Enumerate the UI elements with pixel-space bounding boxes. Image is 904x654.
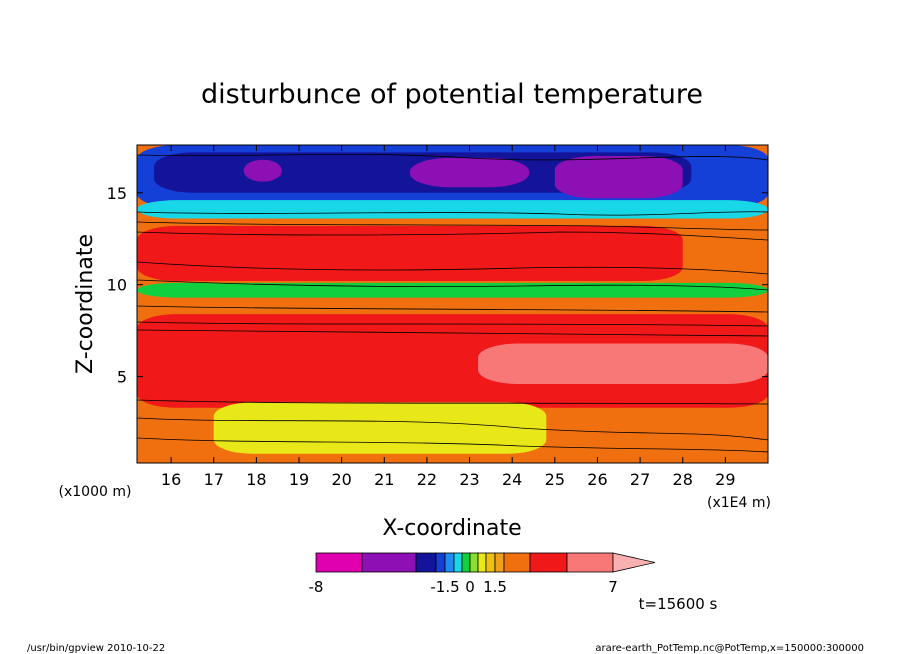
colorbar: -8 -1.5 0 1.5 7 [309,552,656,596]
x-tick-label: 26 [587,470,607,489]
colorbar-segment [415,552,437,573]
x-tick-label: 16 [161,470,181,489]
region-pink-core [478,343,768,384]
y-tick-label: 15 [107,184,127,203]
region-violet-pool-2 [409,157,530,188]
y-tick-label: 5 [117,368,127,387]
colorbar-label: 1.5 [483,578,507,596]
x-tick-label: 29 [715,470,735,489]
x-tick-label: 19 [289,470,309,489]
region-violet-pool-1 [243,159,282,182]
x-tick-label: 17 [204,470,224,489]
x-unit-left: (x1000 m) [59,484,132,500]
colorbar-label: 7 [608,578,618,596]
y-axis-label: Z-coordinate [73,234,98,374]
colorbar-segment [435,552,446,573]
x-tick-label: 21 [374,470,394,489]
colorbar-label: -8 [309,578,324,596]
colorbar-segment [529,552,568,573]
plot-frame [136,144,769,464]
x-tick-label: 27 [630,470,650,489]
x-axis-label: X-coordinate [382,516,521,541]
colorbar-segment [315,552,363,573]
y-axis: 5 10 15 [107,184,768,387]
colorbar-segment [453,552,463,573]
region-violet-pool-3 [554,156,683,199]
colorbar-segment [494,552,505,573]
region-yellow-patches [213,402,547,454]
x-tick-label: 20 [331,470,351,489]
x-tick-label: 23 [459,470,479,489]
footer-right: arare-earth_PotTemp.nc@PotTemp,x=150000:… [595,643,864,654]
x-tick-label: 22 [417,470,437,489]
colorbar-segment [444,552,455,573]
x-tick-label: 24 [502,470,522,489]
colorbar-segment [566,552,614,573]
colorbar-segment [361,552,417,573]
plot-area [137,145,768,463]
colorbar-label: 0 [465,578,475,596]
colorbar-segment [461,552,471,573]
footer-left: /usr/bin/gpview 2010-10-22 [27,643,165,654]
colorbar-segment [477,552,487,573]
x-tick-label: 28 [673,470,693,489]
x-tick-label: 18 [246,470,266,489]
contour-lines [137,153,768,453]
colorbar-segment [503,552,531,573]
colorbar-segment [469,552,479,573]
x-tick-label: 25 [545,470,565,489]
region-cyan-band [137,200,768,219]
region-green-band [137,282,768,298]
chart-title: disturbunce of potential temperature [201,79,703,110]
time-label: t=15600 s [639,595,718,613]
colorbar-segment [485,552,496,573]
colorbar-extension [612,552,656,573]
x-unit-right: (x1E4 m) [707,495,771,511]
y-tick-label: 10 [107,276,127,295]
region-mid-warm-band [137,314,768,408]
x-axis: 16 17 18 19 20 21 22 23 24 25 26 27 28 29 [161,145,736,489]
field-regions [137,145,768,463]
colorbar-label: -1.5 [430,578,459,596]
